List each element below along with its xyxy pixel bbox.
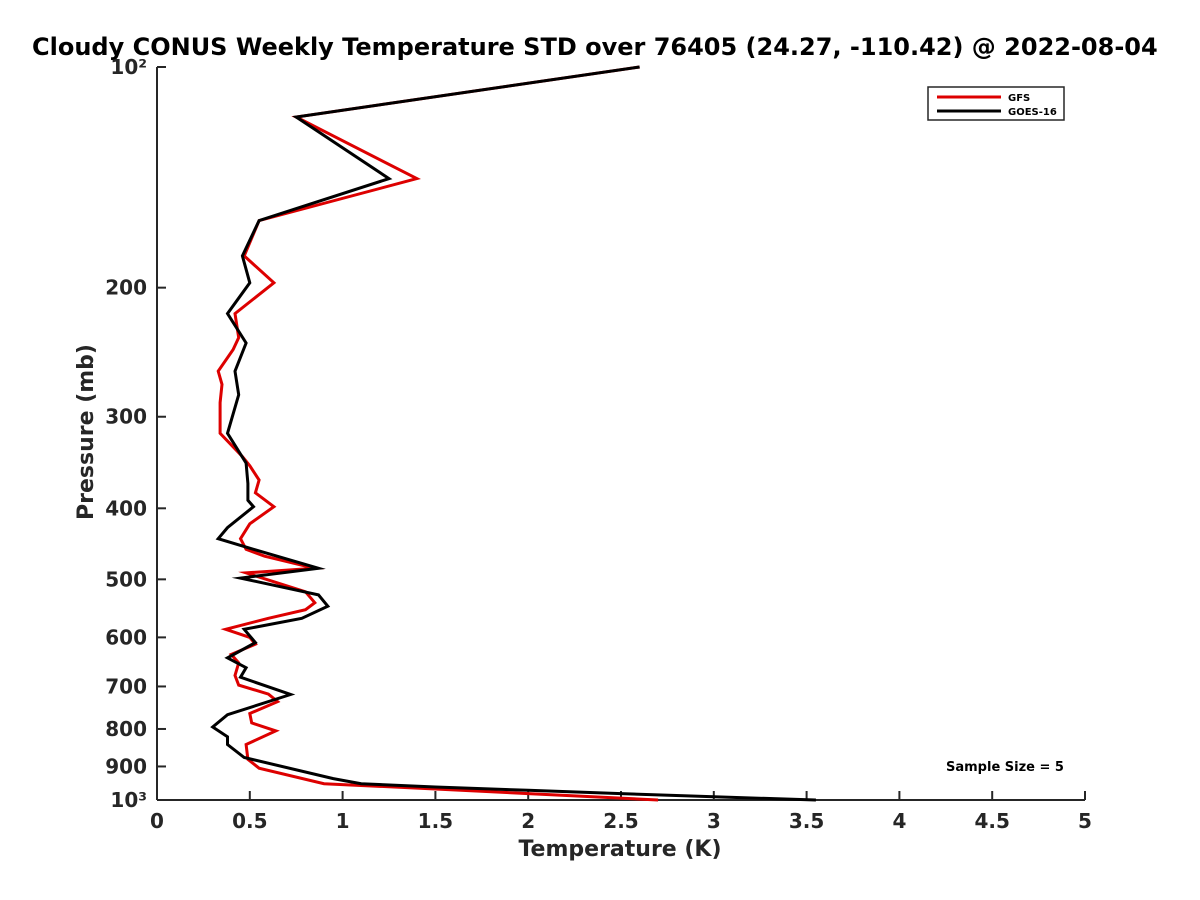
x-tick-label: 1.5 <box>418 809 453 833</box>
x-tick-label: 0 <box>150 809 164 833</box>
series-layer <box>210 65 816 802</box>
y-tick-label: 10³ <box>110 788 147 812</box>
legend-label: GOES-16 <box>1008 107 1057 118</box>
y-axis-label: Pressure (mb) <box>74 344 99 520</box>
x-tick-label: 3 <box>707 809 721 833</box>
y-tick-label: 800 <box>105 717 147 741</box>
x-tick-label: 2 <box>521 809 535 833</box>
x-tick-label: 1 <box>336 809 350 833</box>
x-axis-label: Temperature (K) <box>518 837 721 862</box>
y-tick-label: 200 <box>105 276 147 300</box>
x-tick-label: 3.5 <box>789 809 824 833</box>
series-line-goes-16 <box>210 65 816 802</box>
series-line-gfs <box>216 65 659 802</box>
x-tick-label: 4 <box>892 809 906 833</box>
axes: 0 0.5 1 1.5 2 2.5 3 3.5 4 4.5 5 10² 200 300 400 500 600 7… <box>105 55 1092 833</box>
y-tick-label: 700 <box>105 674 147 698</box>
sample-size-annotation: Sample Size = 5 <box>946 760 1064 775</box>
x-tick-label: 0.5 <box>232 809 267 833</box>
y-tick-label: 400 <box>105 496 147 520</box>
x-tick-label: 5 <box>1078 809 1092 833</box>
y-tick-label: 900 <box>105 754 147 778</box>
y-tick-label: 600 <box>105 625 147 649</box>
y-tick-label: 300 <box>105 405 147 429</box>
legend-box <box>927 86 1065 121</box>
y-tick-label: 500 <box>105 567 147 591</box>
legend: GFS GOES-16 <box>927 86 1065 121</box>
y-tick-label: 10² <box>110 55 147 79</box>
legend-label: GFS <box>1008 93 1030 104</box>
chart-title: Cloudy CONUS Weekly Temperature STD over… <box>32 33 1158 61</box>
x-tick-label: 4.5 <box>974 809 1009 833</box>
x-tick-label: 2.5 <box>603 809 638 833</box>
